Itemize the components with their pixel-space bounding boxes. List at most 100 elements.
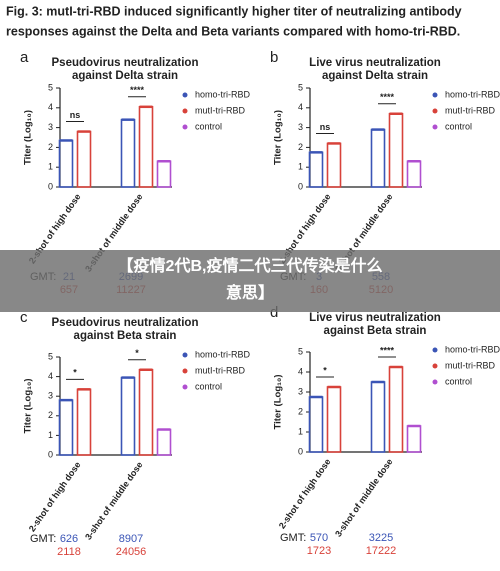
y-tick-label: 3 — [298, 122, 303, 132]
y-tick-label: 3 — [48, 122, 53, 132]
x-tick-label: 2-shot of high dose — [27, 460, 83, 534]
gmt-value: 2118 — [57, 546, 81, 558]
legend-label: mutI-tri-RBD — [445, 360, 495, 370]
x-tick-label: 2-shot of high dose — [277, 457, 333, 531]
bar — [388, 112, 404, 188]
legend-marker — [182, 352, 188, 358]
legend-label: homo-tri-RBD — [195, 89, 251, 99]
y-axis-label: Titer (Log₁₀) — [23, 378, 34, 433]
y-tick-label: 4 — [298, 366, 303, 376]
y-tick-label: 2 — [48, 142, 53, 152]
legend-marker — [432, 363, 438, 369]
legend-marker — [432, 124, 438, 130]
panel-letter: c — [20, 309, 28, 326]
significance-label: **** — [380, 92, 395, 102]
bar — [326, 386, 342, 453]
panel-letter: a — [20, 49, 29, 66]
legend-marker — [182, 92, 188, 98]
legend-label: mutI-tri-RBD — [195, 105, 245, 115]
bar — [406, 425, 422, 453]
bar — [370, 381, 386, 453]
gmt-value: 626 — [60, 533, 78, 545]
panel-letter: d — [270, 304, 278, 321]
panel-title: Live virus neutralization — [309, 57, 441, 69]
gmt-value: 1723 — [307, 545, 331, 557]
bar — [138, 368, 154, 456]
gmt-value: 3225 — [369, 532, 393, 544]
x-tick-label: 3-shot of middle dose — [333, 457, 395, 539]
y-tick-label: 1 — [298, 162, 303, 172]
bar — [58, 399, 74, 456]
legend-marker — [432, 108, 438, 114]
bar — [406, 160, 422, 188]
banner-text: 意思】 — [226, 283, 274, 302]
panel-letter: b — [270, 49, 278, 66]
y-tick-label: 4 — [48, 102, 53, 112]
legend-label: control — [445, 121, 472, 131]
y-tick-label: 1 — [48, 430, 53, 440]
bar — [156, 428, 172, 456]
x-tick-label: 3-shot of middle dose — [83, 460, 145, 542]
significance-label: * — [323, 365, 327, 375]
significance-label: ns — [320, 122, 331, 132]
y-tick-label: 0 — [48, 449, 53, 459]
legend-label: homo-tri-RBD — [195, 349, 251, 359]
significance-label: ns — [70, 110, 81, 120]
legend-label: mutI-tri-RBD — [195, 365, 245, 375]
y-axis-label: Titer (Log₁₀) — [23, 110, 34, 165]
bar — [138, 106, 154, 188]
y-tick-label: 2 — [298, 142, 303, 152]
panel-title: against Beta strain — [74, 330, 177, 342]
legend-label: control — [195, 381, 222, 391]
y-tick-label: 0 — [298, 181, 303, 191]
legend-marker — [182, 384, 188, 390]
bar — [120, 376, 136, 456]
legend-marker — [432, 379, 438, 385]
gmt-label: GMT: — [30, 533, 56, 545]
gmt-value: 570 — [310, 532, 328, 544]
significance-label: **** — [130, 85, 145, 95]
bar — [120, 118, 136, 188]
panel-title: Live virus neutralization — [309, 312, 441, 324]
bar — [370, 128, 386, 188]
y-tick-label: 2 — [48, 410, 53, 420]
gmt-value: 24056 — [116, 546, 147, 558]
panel-title: Pseudovirus neutralization — [52, 317, 199, 329]
y-axis-label: Titer (Log₁₀) — [273, 110, 284, 165]
banner-bg — [0, 250, 500, 312]
y-tick-label: 4 — [48, 371, 53, 381]
gmt-label: GMT: — [280, 532, 306, 544]
legend-label: control — [195, 121, 222, 131]
y-tick-label: 5 — [298, 82, 303, 92]
legend-marker — [182, 124, 188, 130]
legend-label: mutI-tri-RBD — [445, 105, 495, 115]
legend-marker — [182, 108, 188, 114]
y-tick-label: 4 — [298, 102, 303, 112]
bar — [76, 388, 92, 456]
y-tick-label: 3 — [48, 391, 53, 401]
legend-label: control — [445, 376, 472, 386]
figure-title: Fig. 3: mutI-tri-RBD induced significant… — [6, 4, 462, 18]
banner-text: 【疫情2代B,疫情二代三代传染是什么 — [118, 256, 383, 275]
panel-title: against Delta strain — [322, 70, 428, 82]
significance-label: * — [135, 348, 139, 358]
y-tick-label: 1 — [298, 426, 303, 436]
y-tick-label: 5 — [48, 351, 53, 361]
y-tick-label: 0 — [298, 446, 303, 456]
figure-title: responses against the Delta and Beta var… — [6, 24, 460, 38]
bar — [308, 151, 324, 188]
y-tick-label: 2 — [298, 406, 303, 416]
legend-marker — [182, 368, 188, 374]
bar — [388, 366, 404, 453]
y-tick-label: 1 — [48, 162, 53, 172]
y-tick-label: 5 — [298, 346, 303, 356]
legend-label: homo-tri-RBD — [445, 344, 500, 354]
panel-title: against Beta strain — [324, 325, 427, 337]
bar — [326, 142, 342, 188]
significance-label: * — [73, 368, 77, 378]
y-tick-label: 5 — [48, 82, 53, 92]
panel-title: Pseudovirus neutralization — [52, 57, 199, 69]
